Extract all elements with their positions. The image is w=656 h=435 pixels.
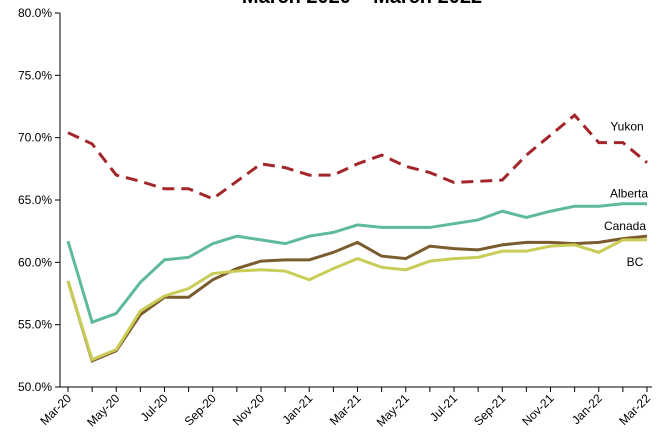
x-tick-label: Mar-20 [37,391,74,428]
series-line [66,238,647,362]
y-tick-label: 65.0% [18,193,52,207]
series-label: Canada [604,219,646,233]
x-tick-label: Sep-21 [471,391,508,428]
y-tick-label: 70.0% [18,131,52,145]
x-tick-label: Nov-21 [519,391,556,428]
series-line [66,234,648,363]
series-label: Yukon [610,120,643,134]
series-line [67,113,648,201]
y-tick-label: 80.0% [18,6,52,20]
x-tick-label: Nov-20 [230,391,267,428]
x-tick-label: Jan-21 [280,391,316,427]
x-tick-label: Jan-22 [569,391,605,427]
x-tick-label: Mar-22 [616,391,653,428]
x-tick-label: May-21 [374,391,412,429]
x-tick-label: Jul-21 [427,391,460,424]
series-label: Alberta [610,187,648,201]
y-tick-label: 75.0% [18,68,52,82]
x-tick-label: Sep-20 [182,391,219,428]
series-line [66,202,647,325]
y-tick-label: 50.0% [18,380,52,394]
x-tick-label: May-20 [84,391,122,429]
x-tick-label: Jul-20 [138,391,171,424]
x-tick-label: Mar-21 [327,391,364,428]
y-tick-label: 55.0% [18,318,52,332]
series-label: BC [627,255,644,269]
chart-title: March 2020 – March 2022 [242,0,482,8]
y-tick-label: 60.0% [18,255,52,269]
